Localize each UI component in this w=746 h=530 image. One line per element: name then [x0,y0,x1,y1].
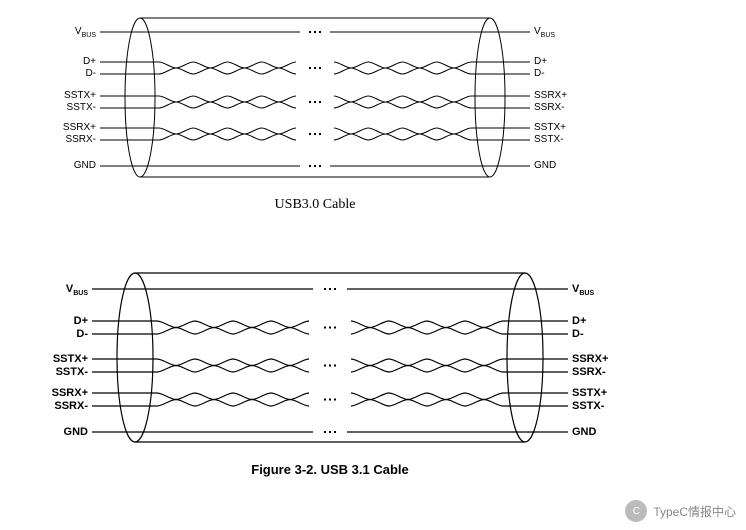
cable-svg [85,265,575,450]
watermark: C TypeC情报中心 [625,500,736,522]
label-left-3: SSTX+ [38,353,88,365]
label-right-4: SSRX- [572,366,622,378]
label-right-7: GND [572,426,622,438]
cable-svg [100,10,530,185]
label-right-1: D+ [534,56,584,67]
usb30-caption: USB3.0 Cable [100,197,530,213]
usb31-cable-diagram: VBUSVBUSD+D+D-D-SSTX+SSRX+SSTX-SSRX-SSRX… [85,265,575,450]
watermark-text: TypeC情报中心 [653,503,736,520]
usb30-cable-diagram: VBUSVBUSD+D+D-D-SSTX+SSRX+SSTX-SSRX-SSRX… [100,10,530,185]
label-right-0: VBUS [572,283,622,297]
label-left-1: D+ [46,56,96,67]
label-right-2: D- [534,68,584,79]
watermark-icon: C [625,500,647,522]
label-right-3: SSRX+ [534,90,584,101]
label-right-0: VBUS [534,26,584,39]
label-right-1: D+ [572,315,622,327]
label-right-5: SSTX+ [534,122,584,133]
label-left-4: SSTX- [38,366,88,378]
label-left-0: VBUS [38,283,88,297]
label-left-7: GND [46,160,96,171]
label-left-0: VBUS [46,26,96,39]
label-right-5: SSTX+ [572,387,622,399]
label-right-4: SSRX- [534,102,584,113]
label-left-7: GND [38,426,88,438]
label-right-2: D- [572,328,622,340]
label-left-1: D+ [38,315,88,327]
label-right-6: SSTX- [534,134,584,145]
usb31-caption: Figure 3-2. USB 3.1 Cable [85,462,575,477]
label-left-2: D- [46,68,96,79]
label-left-2: D- [38,328,88,340]
label-left-6: SSRX- [46,134,96,145]
label-right-7: GND [534,160,584,171]
label-left-5: SSRX+ [46,122,96,133]
label-right-3: SSRX+ [572,353,622,365]
label-left-3: SSTX+ [46,90,96,101]
label-left-4: SSTX- [46,102,96,113]
label-right-6: SSTX- [572,400,622,412]
label-left-6: SSRX- [38,400,88,412]
label-left-5: SSRX+ [38,387,88,399]
